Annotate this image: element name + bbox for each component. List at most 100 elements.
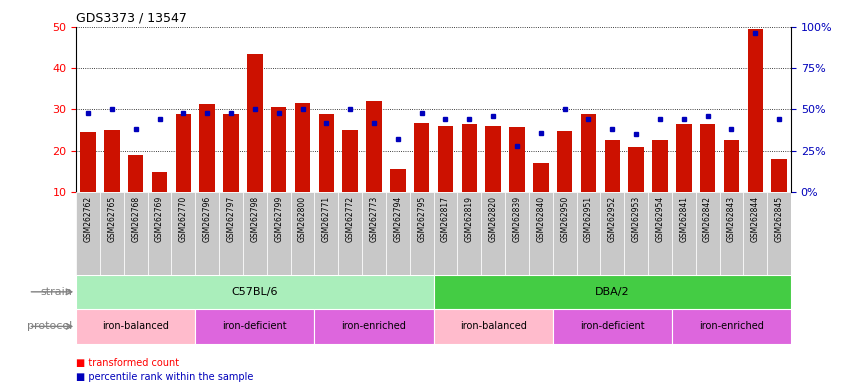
Text: protocol: protocol <box>27 321 72 331</box>
Text: GSM262842: GSM262842 <box>703 196 712 242</box>
Text: GSM262839: GSM262839 <box>513 196 521 242</box>
Text: C57BL/6: C57BL/6 <box>232 287 278 297</box>
Bar <box>80 132 96 192</box>
Text: GSM262772: GSM262772 <box>346 196 354 242</box>
Bar <box>362 192 386 275</box>
Bar <box>366 101 382 192</box>
Bar <box>176 114 191 192</box>
Bar <box>409 192 434 275</box>
Bar <box>434 275 791 309</box>
Bar <box>147 192 172 275</box>
Bar <box>128 155 144 192</box>
Text: ■ percentile rank within the sample: ■ percentile rank within the sample <box>76 372 254 382</box>
Bar <box>557 131 573 192</box>
Text: GSM262798: GSM262798 <box>250 196 260 242</box>
Text: GSM262950: GSM262950 <box>560 196 569 242</box>
Text: strain: strain <box>40 287 72 297</box>
Bar <box>100 192 124 275</box>
Bar <box>76 275 433 309</box>
Text: GSM262820: GSM262820 <box>489 196 497 242</box>
Bar <box>124 192 147 275</box>
Bar <box>772 159 787 192</box>
Bar <box>219 192 243 275</box>
Bar <box>744 192 767 275</box>
Bar <box>577 192 601 275</box>
Text: GDS3373 / 13547: GDS3373 / 13547 <box>76 11 187 24</box>
Text: GSM262770: GSM262770 <box>179 196 188 242</box>
Bar <box>580 114 596 192</box>
Bar <box>533 163 548 192</box>
Text: GSM262951: GSM262951 <box>584 196 593 242</box>
Bar <box>437 126 453 192</box>
Bar <box>652 141 667 192</box>
Text: GSM262796: GSM262796 <box>203 196 212 242</box>
Text: GSM262797: GSM262797 <box>227 196 235 242</box>
Bar <box>315 192 338 275</box>
Bar <box>223 114 239 192</box>
Text: DBA/2: DBA/2 <box>595 287 629 297</box>
Text: GSM262773: GSM262773 <box>370 196 378 242</box>
Text: GSM262845: GSM262845 <box>775 196 783 242</box>
Text: GSM262769: GSM262769 <box>155 196 164 242</box>
Bar <box>271 108 287 192</box>
Bar <box>767 192 791 275</box>
Text: iron-balanced: iron-balanced <box>459 321 526 331</box>
Bar <box>291 192 315 275</box>
Text: GSM262844: GSM262844 <box>750 196 760 242</box>
Bar <box>509 127 525 192</box>
Text: ■ transformed count: ■ transformed count <box>76 358 179 368</box>
Bar <box>529 192 552 275</box>
Bar <box>200 104 215 192</box>
Bar <box>648 192 672 275</box>
Text: GSM262800: GSM262800 <box>298 196 307 242</box>
Bar <box>266 192 291 275</box>
Text: GSM262765: GSM262765 <box>107 196 117 242</box>
Bar <box>414 122 430 192</box>
Bar <box>104 130 119 192</box>
Bar <box>76 192 100 275</box>
Text: GSM262819: GSM262819 <box>464 196 474 242</box>
Bar <box>458 192 481 275</box>
Text: GSM262952: GSM262952 <box>607 196 617 242</box>
Bar <box>624 192 648 275</box>
Text: GSM262762: GSM262762 <box>84 196 92 242</box>
Bar <box>723 141 739 192</box>
Bar <box>629 147 644 192</box>
Bar <box>76 309 195 344</box>
Bar <box>695 192 719 275</box>
Bar <box>434 192 458 275</box>
Bar <box>315 309 434 344</box>
Bar <box>505 192 529 275</box>
Bar <box>481 192 505 275</box>
Text: GSM262794: GSM262794 <box>393 196 403 242</box>
Text: GSM262771: GSM262771 <box>321 196 331 242</box>
Bar <box>486 126 501 192</box>
Bar <box>552 309 672 344</box>
Text: GSM262795: GSM262795 <box>417 196 426 242</box>
Bar <box>434 309 552 344</box>
Bar <box>700 124 716 192</box>
Text: iron-enriched: iron-enriched <box>699 321 764 331</box>
Text: GSM262953: GSM262953 <box>632 196 640 242</box>
Bar <box>462 124 477 192</box>
Bar <box>386 192 409 275</box>
Text: GSM262954: GSM262954 <box>656 196 664 242</box>
Text: iron-enriched: iron-enriched <box>342 321 406 331</box>
Bar <box>719 192 744 275</box>
Bar <box>390 169 405 192</box>
Bar <box>338 192 362 275</box>
Bar <box>151 172 168 192</box>
Bar <box>343 130 358 192</box>
Text: iron-deficient: iron-deficient <box>222 321 287 331</box>
Bar <box>247 54 262 192</box>
Bar <box>195 309 315 344</box>
Text: GSM262843: GSM262843 <box>727 196 736 242</box>
Bar <box>676 124 691 192</box>
Bar <box>319 114 334 192</box>
Text: iron-balanced: iron-balanced <box>102 321 169 331</box>
Text: GSM262817: GSM262817 <box>441 196 450 242</box>
Bar <box>605 141 620 192</box>
Bar <box>552 192 576 275</box>
Bar <box>672 309 791 344</box>
Bar <box>243 192 266 275</box>
